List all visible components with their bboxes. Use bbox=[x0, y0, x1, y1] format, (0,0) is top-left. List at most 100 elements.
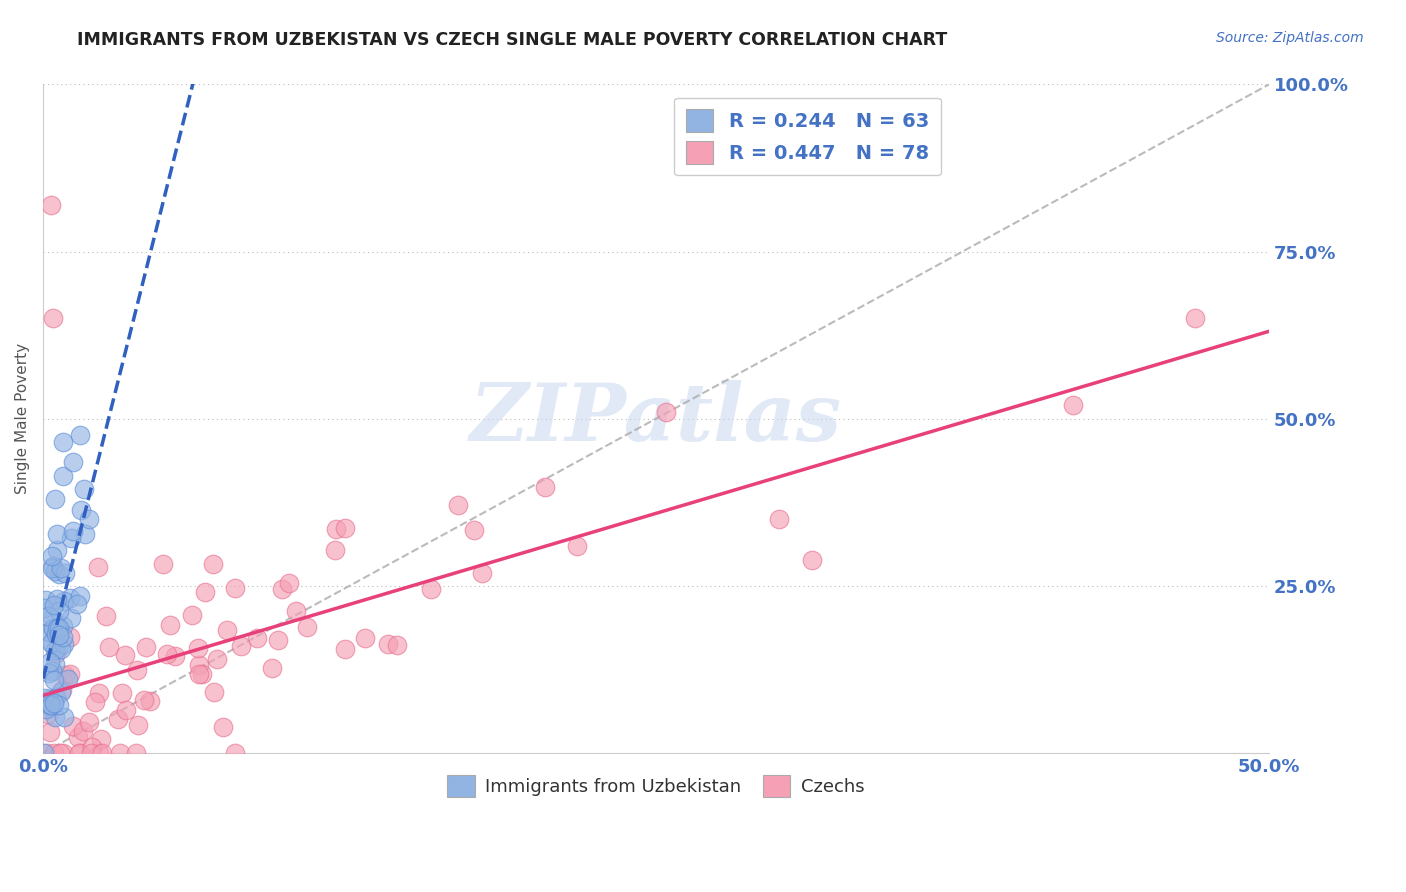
Point bbox=[125, 663, 148, 677]
Point bbox=[87, 746, 110, 760]
Point bbox=[48, 746, 70, 760]
Point bbox=[90, 746, 112, 760]
Point bbox=[59, 531, 82, 545]
Point bbox=[377, 637, 399, 651]
Point bbox=[90, 731, 112, 746]
Point bbox=[45, 690, 67, 705]
Point bbox=[46, 526, 69, 541]
Point bbox=[39, 198, 62, 212]
Point bbox=[52, 746, 75, 760]
Point bbox=[134, 693, 156, 707]
Point bbox=[45, 543, 67, 558]
Point bbox=[72, 482, 94, 496]
Point bbox=[52, 435, 75, 450]
Point bbox=[125, 746, 148, 760]
Point bbox=[156, 647, 179, 661]
Point bbox=[420, 582, 443, 597]
Point bbox=[38, 691, 60, 706]
Point bbox=[1062, 398, 1084, 412]
Point bbox=[135, 640, 157, 655]
Point bbox=[51, 561, 73, 575]
Point bbox=[297, 619, 319, 633]
Point bbox=[52, 468, 75, 483]
Point bbox=[354, 631, 377, 645]
Point bbox=[44, 657, 66, 671]
Point bbox=[44, 710, 66, 724]
Point bbox=[271, 582, 294, 596]
Point bbox=[565, 539, 588, 553]
Point bbox=[42, 559, 65, 574]
Point bbox=[62, 524, 84, 538]
Point bbox=[45, 627, 67, 641]
Point bbox=[77, 512, 100, 526]
Point bbox=[42, 673, 65, 688]
Point bbox=[262, 661, 284, 675]
Point bbox=[69, 589, 91, 603]
Point bbox=[127, 718, 149, 732]
Point bbox=[67, 746, 90, 760]
Y-axis label: Single Male Poverty: Single Male Poverty bbox=[15, 343, 30, 494]
Point bbox=[80, 739, 103, 754]
Legend: Immigrants from Uzbekistan, Czechs: Immigrants from Uzbekistan, Czechs bbox=[440, 767, 872, 804]
Point bbox=[111, 686, 134, 700]
Point bbox=[41, 549, 63, 563]
Point bbox=[35, 592, 58, 607]
Point bbox=[325, 522, 347, 536]
Point bbox=[34, 601, 56, 615]
Point bbox=[39, 698, 62, 712]
Point bbox=[181, 607, 204, 622]
Point bbox=[38, 624, 60, 639]
Point bbox=[187, 641, 209, 656]
Point bbox=[42, 599, 65, 613]
Point bbox=[471, 566, 494, 581]
Point bbox=[62, 719, 84, 733]
Point bbox=[66, 597, 89, 611]
Point bbox=[37, 609, 59, 624]
Point bbox=[53, 594, 76, 608]
Point bbox=[159, 618, 181, 632]
Point bbox=[1184, 311, 1206, 326]
Point bbox=[202, 685, 225, 699]
Point bbox=[42, 623, 65, 637]
Point bbox=[534, 479, 557, 493]
Text: ZIPatlas: ZIPatlas bbox=[470, 380, 842, 458]
Point bbox=[42, 311, 65, 326]
Point bbox=[463, 523, 485, 537]
Point bbox=[69, 746, 91, 760]
Point bbox=[41, 610, 63, 624]
Point bbox=[37, 746, 59, 760]
Point bbox=[246, 631, 269, 645]
Point bbox=[224, 581, 246, 595]
Point bbox=[59, 591, 82, 605]
Point bbox=[46, 591, 69, 606]
Point bbox=[45, 647, 67, 661]
Point bbox=[335, 642, 357, 657]
Point bbox=[42, 746, 65, 760]
Point bbox=[52, 710, 75, 724]
Point bbox=[35, 702, 58, 716]
Point bbox=[655, 405, 678, 419]
Point bbox=[44, 564, 66, 578]
Point bbox=[191, 667, 214, 681]
Point bbox=[32, 746, 55, 760]
Text: IMMIGRANTS FROM UZBEKISTAN VS CZECH SINGLE MALE POVERTY CORRELATION CHART: IMMIGRANTS FROM UZBEKISTAN VS CZECH SING… bbox=[77, 31, 948, 49]
Point bbox=[70, 503, 93, 517]
Point bbox=[39, 655, 62, 669]
Point bbox=[75, 526, 97, 541]
Point bbox=[62, 455, 84, 469]
Point bbox=[97, 640, 120, 654]
Point bbox=[34, 691, 56, 706]
Point bbox=[46, 621, 69, 635]
Point bbox=[51, 684, 73, 698]
Point bbox=[115, 703, 138, 717]
Point bbox=[39, 636, 62, 650]
Point bbox=[215, 623, 238, 637]
Point bbox=[163, 648, 186, 663]
Point bbox=[333, 521, 356, 535]
Point bbox=[52, 637, 75, 651]
Point bbox=[59, 631, 82, 645]
Point bbox=[42, 621, 65, 635]
Point bbox=[108, 746, 131, 760]
Point bbox=[41, 664, 63, 678]
Point bbox=[38, 699, 60, 714]
